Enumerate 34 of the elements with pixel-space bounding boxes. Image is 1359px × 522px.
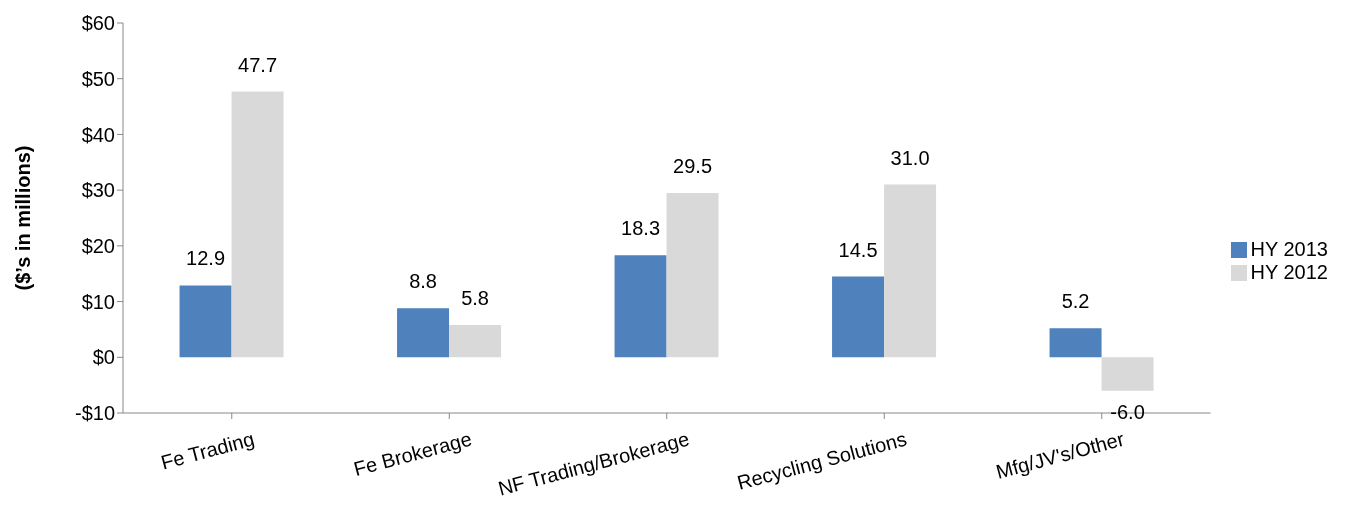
- legend-label: HY 2013: [1250, 237, 1328, 260]
- data-label: 18.3: [621, 217, 661, 240]
- bar: [666, 192, 719, 358]
- bar: [832, 276, 885, 358]
- bar: [397, 308, 450, 358]
- bar: [1101, 357, 1154, 391]
- bar: [231, 91, 284, 358]
- data-label: 5.8: [461, 286, 489, 309]
- bar: [179, 285, 232, 358]
- data-label: 31.0: [890, 146, 930, 169]
- legend-label: HY 2012: [1250, 260, 1328, 283]
- bar: [449, 324, 502, 358]
- y-axis-title: ($’s in millions): [12, 145, 35, 291]
- data-label: 8.8: [409, 270, 437, 293]
- bar: [1049, 328, 1102, 358]
- y-tick-label: $60: [81, 12, 115, 35]
- data-label: -6.0: [1110, 400, 1145, 423]
- y-tick-label: $0: [92, 346, 115, 369]
- y-tick-label: -$10: [74, 402, 115, 425]
- bar: [614, 255, 667, 358]
- data-label: 29.5: [673, 154, 713, 177]
- y-tick-label: $40: [81, 123, 115, 146]
- x-tick-label: Fe Trading: [158, 427, 257, 474]
- x-tick-label: Fe Brokerage: [351, 427, 475, 481]
- data-label: 14.5: [838, 238, 878, 261]
- y-tick-label: $20: [81, 234, 115, 257]
- y-tick-label: $30: [81, 179, 115, 202]
- y-tick-label: $10: [81, 290, 115, 313]
- data-label: 5.2: [1061, 290, 1090, 313]
- bar: [884, 184, 937, 358]
- y-tick-label: $50: [81, 67, 115, 90]
- data-label: 12.9: [186, 247, 226, 270]
- data-label: 47.7: [238, 53, 278, 76]
- x-tick-label: Recycling Solutions: [734, 427, 910, 494]
